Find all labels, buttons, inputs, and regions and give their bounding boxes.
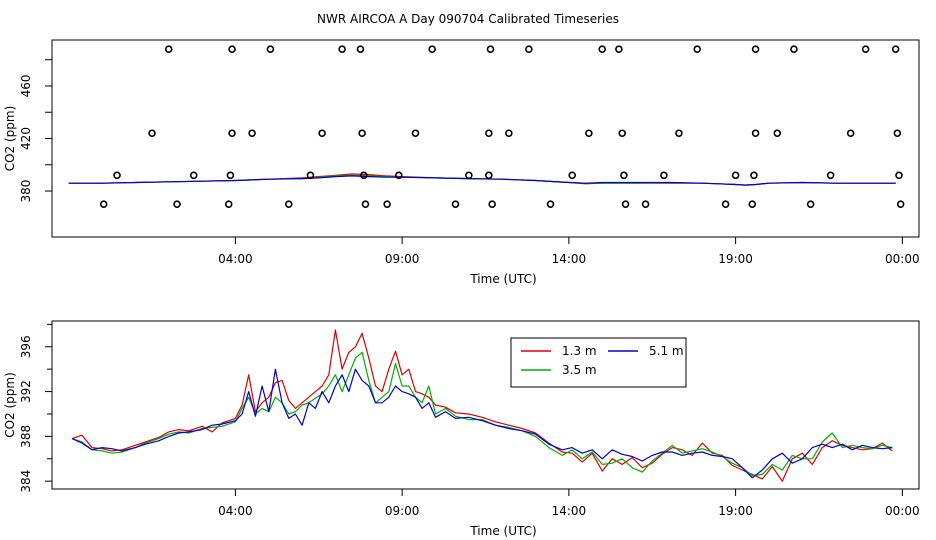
calibration-point [861,45,870,53]
calibration-point [284,200,293,208]
calibration-point [660,171,668,180]
calibration-point [486,45,495,53]
plot-frame [51,39,920,238]
calibration-point [618,129,627,138]
y-tick-label: 384 [19,470,33,493]
calibration-point [248,129,256,138]
y-tick-label: 380 [19,180,33,203]
x-tick-label: 09:00 [385,252,420,266]
x-tick-label: 04:00 [218,252,253,266]
y-tick-label: 392 [19,380,33,403]
calibration-point [893,129,902,138]
calibration-point [896,200,905,208]
calibration-point [790,45,798,53]
legend-label: 5.1 m [649,344,684,358]
calibration-point [751,45,760,53]
calibration-point [173,200,181,208]
plot-frame [51,320,920,490]
calibration-point [361,200,370,208]
calibration-point [358,129,366,138]
calibration-point [621,200,630,208]
x-tick-label: 00:00 [885,252,920,266]
y-tick-label: 396 [19,335,33,358]
calibration-point [675,129,683,138]
calibration-point [773,129,782,138]
calibration-point [465,171,473,180]
x-tick-label: 04:00 [218,504,253,518]
calibration-standards-panel: 04:00 09:00 14:00 19:00 00:00 380 420 460 Time (… [3,39,920,286]
series-line-5.1m [68,175,896,186]
y-tick-label: 420 [19,127,33,150]
calibration-point [164,45,173,53]
calibration-point [598,45,607,53]
plot-area [71,329,893,482]
y-tick-label: 388 [19,425,33,448]
calibration-point [383,200,391,208]
legend-box [510,337,687,388]
x-tick-label: 14:00 [552,252,587,266]
calibration-point [411,129,420,138]
calibration-point [806,200,815,208]
series-line-5.1m [71,368,893,479]
calibration-point [428,45,436,53]
x-tick-label: 19:00 [718,504,753,518]
calibration-point [721,200,730,208]
calibration-point [338,45,346,53]
y-axis-label: CO2 (ppm) [3,372,17,438]
x-tick-label: 00:00 [885,504,920,518]
calibration-point [750,171,758,180]
calibration-point [891,45,900,53]
calibration-point [615,45,623,53]
calibration-point [485,129,493,138]
calibration-point [451,200,460,208]
calibration-point [620,171,628,180]
calibration-point [356,45,365,53]
legend: 1.3 m 5.1 m 3.5 m [510,337,687,388]
calibration-point [228,45,236,53]
calibration-point [359,171,368,180]
calibration-point [895,171,903,180]
calibration-point [99,200,108,208]
calibration-point [228,129,236,138]
calibration-point [731,171,740,180]
calibration-point [318,129,326,138]
calibration-point [189,171,198,180]
calibration-point [546,200,555,208]
legend-label: 1.3 m [562,344,597,358]
x-tick-label: 09:00 [385,504,420,518]
calibration-point [306,171,315,180]
y-axis-label: CO2 (ppm) [3,106,17,172]
calibration-point [641,200,650,208]
calibration-point [525,45,533,53]
page-title: NWR AIRCOA A Day 090704 Calibrated Times… [317,12,619,26]
x-axis-label: Time (UTC) [469,272,536,286]
series-line-1.3m [71,329,893,482]
calibration-point [748,200,757,208]
calibration-point [488,200,496,208]
x-tick-label: 14:00 [552,504,587,518]
series-line-3.5m [71,351,893,477]
calibration-point [485,171,493,180]
legend-label: 3.5 m [562,363,597,377]
calibration-point [585,129,593,138]
calibration-point [751,129,760,138]
y-tick-label: 460 [19,75,33,98]
x-axis-label: Time (UTC) [469,524,536,538]
inlet-timeseries-panel: 04:00 09:00 14:00 19:00 00:00 384 388 392 396 Tim… [3,320,920,538]
calibration-point [846,129,855,138]
plot-area [68,45,905,208]
calibration-point [113,171,121,180]
calibration-point [568,171,577,180]
calibration-point [505,129,513,138]
calibration-point [226,171,235,180]
calibration-point [693,45,702,53]
calibration-point [148,129,156,138]
calibration-point [224,200,233,208]
calibration-point [266,45,275,53]
x-tick-label: 19:00 [718,252,753,266]
calibration-point [394,171,403,180]
calibration-point [826,171,835,180]
